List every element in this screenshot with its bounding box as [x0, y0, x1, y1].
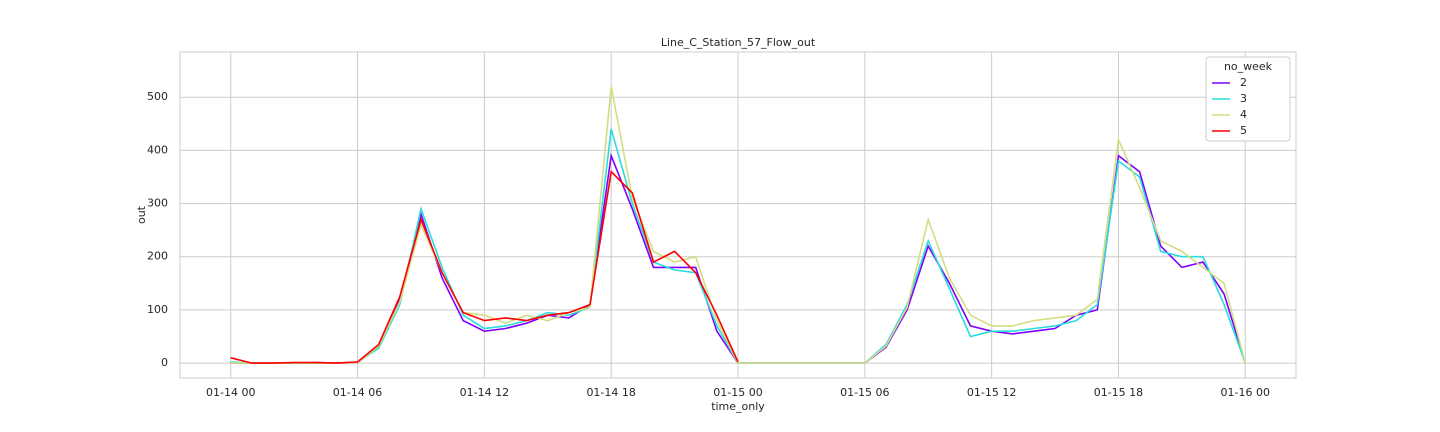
- x-tick-label: 01-14 12: [460, 386, 509, 399]
- x-tick-label: 01-15 06: [840, 386, 889, 399]
- x-tick-label: 01-14 06: [333, 386, 382, 399]
- chart-title: Line_C_Station_57_Flow_out: [661, 36, 816, 49]
- legend-label: 2: [1240, 76, 1247, 89]
- y-tick-label: 500: [147, 90, 168, 103]
- y-tick-label: 200: [147, 250, 168, 263]
- x-tick-label: 01-15 18: [1094, 386, 1143, 399]
- legend-box: [1205, 56, 1291, 142]
- y-tick-label: 400: [147, 143, 168, 156]
- x-tick-label: 01-16 00: [1221, 386, 1270, 399]
- line: [230, 86, 1247, 364]
- y-axis-label: out: [135, 205, 148, 224]
- line: [230, 170, 739, 364]
- x-tick-label: 01-14 00: [206, 386, 255, 399]
- x-tick-label: 01-15 12: [967, 386, 1016, 399]
- x-tick-label: 01-14 18: [586, 386, 635, 399]
- x-tick-label: 01-15 00: [713, 386, 762, 399]
- y-tick-label: 0: [161, 356, 168, 369]
- legend-title: no_week: [1224, 60, 1273, 73]
- x-axis-label: time_only: [711, 400, 765, 413]
- legend-label: 5: [1240, 124, 1247, 137]
- y-tick-label: 300: [147, 197, 168, 210]
- legend-label: 4: [1240, 108, 1247, 121]
- plot-frame: [179, 51, 1297, 379]
- legend-label: 3: [1240, 92, 1247, 105]
- y-tick-label: 100: [147, 303, 168, 316]
